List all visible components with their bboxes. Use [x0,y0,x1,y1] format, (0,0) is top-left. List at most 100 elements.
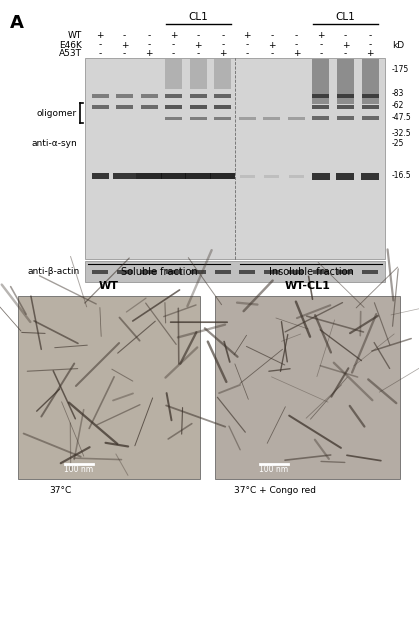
Bar [166,269,181,273]
Bar [362,116,378,120]
Text: -: - [344,49,347,58]
Bar [239,269,255,273]
Text: E46K: E46K [59,41,82,49]
Text: -: - [221,32,224,41]
Bar [91,173,109,179]
Text: -: - [147,41,151,49]
Bar [361,172,379,179]
Text: WT-CL1: WT-CL1 [285,281,331,291]
Bar [289,174,304,178]
Text: CL1: CL1 [188,12,208,22]
Text: -: - [270,49,274,58]
Bar [190,269,206,273]
Text: -: - [197,32,200,41]
Text: -: - [221,41,224,49]
Bar [116,94,133,98]
Text: +: + [145,49,153,58]
Text: -: - [368,41,372,49]
Text: -: - [295,32,298,41]
Text: -: - [98,49,102,58]
Bar [141,269,157,273]
Text: anti-α-syn: anti-α-syn [31,139,77,148]
Text: Insoluble fraction: Insoluble fraction [269,267,353,277]
Bar [362,105,378,109]
Text: WT: WT [99,281,119,291]
Text: -: - [368,32,372,41]
Bar [190,105,207,109]
Bar [337,269,354,273]
Bar [91,94,109,98]
Bar [313,105,329,109]
Text: -: - [123,49,126,58]
Text: -: - [197,49,200,58]
Bar [190,94,207,98]
Bar [114,173,136,179]
Text: -: - [319,49,323,58]
Bar [161,173,186,179]
Text: 37°C + Congo red: 37°C + Congo red [234,486,316,495]
Bar [313,116,329,120]
Bar [215,296,400,479]
Text: +: + [170,32,177,41]
Bar [288,117,305,119]
Bar [215,269,231,273]
Text: -: - [172,41,175,49]
Text: -: - [98,41,102,49]
Bar [214,117,231,119]
Bar [214,105,231,109]
Text: Soluble fraction: Soluble fraction [121,267,197,277]
Bar [313,269,329,273]
Text: A53T: A53T [59,49,82,58]
Bar [141,105,158,109]
Bar [336,172,354,179]
Bar [18,296,200,479]
Bar [136,173,162,179]
Bar [313,59,329,104]
Text: -: - [319,41,323,49]
Text: -47.5: -47.5 [392,113,412,122]
Text: -25: -25 [392,138,404,148]
Text: -83: -83 [392,89,404,98]
Text: +: + [219,49,227,58]
Text: +: + [121,41,128,49]
Text: -: - [147,32,151,41]
Bar [85,58,385,259]
Bar [214,59,231,89]
Text: 37°C: 37°C [49,486,71,495]
Text: -: - [123,32,126,41]
Bar [362,94,378,98]
Bar [263,117,280,119]
Text: anti-β-actin: anti-β-actin [28,267,80,276]
Bar [116,269,132,273]
Text: -: - [270,32,274,41]
Text: +: + [317,32,325,41]
Bar [264,174,279,178]
Text: -: - [246,41,249,49]
Text: -62: -62 [392,101,404,110]
Text: -: - [172,49,175,58]
Text: WT: WT [68,32,82,41]
Bar [190,117,207,119]
Text: +: + [243,32,251,41]
Bar [165,94,182,98]
Text: -32.5: -32.5 [392,129,411,138]
Text: +: + [292,49,300,58]
Text: +: + [342,41,349,49]
Text: oligomer: oligomer [37,108,77,117]
Bar [240,174,255,178]
Bar [337,94,354,98]
Bar [337,116,354,120]
Text: kD: kD [392,41,404,49]
Text: -: - [246,49,249,58]
Bar [313,94,329,98]
Bar [337,105,354,109]
Bar [362,59,378,104]
Text: +: + [366,49,374,58]
Bar [239,117,256,119]
Bar [190,59,207,89]
Bar [165,117,182,119]
Text: 100 nm: 100 nm [259,465,289,474]
Text: -: - [344,32,347,41]
Bar [165,59,182,89]
Bar [362,269,378,273]
